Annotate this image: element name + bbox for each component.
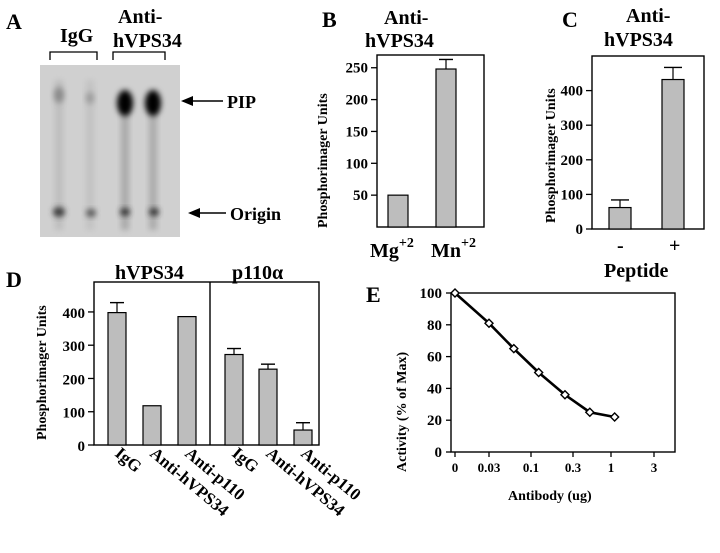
panel-d-group-hvps34: hVPS34 [115, 262, 184, 284]
panel-c-ytick-label: 100 [561, 187, 584, 203]
panel-e-point [484, 318, 494, 329]
panel-e-ytick-label: 80 [427, 318, 442, 334]
panel-e-xtick-label: 0 [452, 460, 459, 475]
panel-b-cat-mn: Mn+2 [431, 236, 476, 262]
panel-e-xtick-label: 0.03 [478, 460, 501, 475]
panel-c-header-line2: hVPS34 [604, 29, 673, 51]
panel-d-cat-label: IgG [111, 444, 145, 477]
panel-b-header-line1: Anti- [384, 7, 428, 29]
panel-e-ytick-label: 0 [435, 445, 443, 461]
panel-b-cat-mg: Mg+2 [370, 236, 414, 262]
panel-e-letter: E [366, 282, 381, 307]
panel-c-bar [608, 206, 632, 230]
panel-c-letter: C [562, 7, 578, 32]
panel-b-ytick-label: 100 [346, 156, 369, 172]
origin-arrow-icon [188, 208, 200, 218]
panel-e-ytick-label: 20 [427, 413, 442, 429]
pip-label: PIP [227, 92, 256, 112]
panel-c-ylabel: Phosphorimager Units [544, 88, 559, 223]
panel-b-ytick-label: 250 [346, 61, 369, 77]
panel-b-bar [435, 68, 457, 228]
panel-e-point [609, 412, 620, 423]
lane-streak [86, 80, 94, 230]
panel-e-point [559, 389, 570, 400]
panel-e-ytick-label: 100 [420, 286, 443, 302]
lane-label-igg: IgG [60, 25, 94, 47]
pip-band [117, 90, 133, 116]
panel-e-point [508, 343, 519, 354]
panel-e: E Activity (% of Max) Antibody (ug) 0 20 4… [366, 282, 676, 504]
panel-e-xtick-label: 0.1 [523, 460, 539, 475]
panel-e-ytick-label: 60 [427, 350, 442, 366]
panel-d-ytick-label: 200 [63, 372, 86, 388]
panel-c-ytick-label: 0 [576, 222, 584, 238]
panel-d: D hVPS34 p110α Phosphorimager Units 0 100… [6, 262, 365, 520]
panel-a-letter: A [6, 9, 22, 34]
pip-arrow-icon [181, 96, 193, 106]
panel-d-bar [142, 405, 162, 446]
panel-a: A IgG Anti- hVPS34 PIP Origin [6, 6, 281, 237]
panel-d-bar [107, 312, 127, 446]
panel-e-point [584, 407, 595, 418]
panel-b-frame [376, 54, 485, 228]
panel-b-ytick-label: 150 [346, 124, 369, 140]
faint-band [86, 92, 94, 104]
origin-spot [120, 208, 130, 216]
panel-c-xlabel: Peptide [604, 260, 669, 282]
panel-b-ytick-label: 50 [353, 188, 368, 204]
panel-d-letter: D [6, 267, 22, 292]
panel-e-point [533, 367, 544, 378]
lane-streak [121, 100, 129, 230]
panel-c-ytick-label: 200 [561, 153, 584, 169]
panel-c-frame [591, 55, 705, 230]
panel-c-cat-minus: - [617, 235, 624, 257]
origin-spot [86, 209, 96, 217]
panel-d-ytick-label: 400 [63, 306, 86, 322]
lane-streak [55, 80, 63, 230]
panel-b: B Anti- hVPS34 Phosphorimager Units 50 10… [316, 7, 485, 262]
panel-b-header-line2: hVPS34 [365, 30, 434, 52]
panel-c-header-line1: Anti- [626, 5, 670, 27]
panel-c-ytick-label: 300 [561, 118, 584, 134]
panel-d-bar [258, 368, 278, 446]
panel-d-cat-label: IgG [228, 444, 262, 477]
panel-e-ylabel: Activity (% of Max) [395, 352, 410, 472]
origin-spot [149, 208, 159, 216]
bracket-anti-hvps34 [112, 51, 166, 60]
panel-d-group-p110: p110α [232, 262, 283, 284]
lane-label-anti: Anti- [118, 6, 162, 28]
panel-c-ytick-label: 400 [561, 84, 584, 100]
panel-d-ylabel: Phosphorimager Units [35, 305, 50, 440]
panel-e-point [450, 288, 460, 298]
panel-d-frame [93, 281, 320, 446]
panel-d-bar [224, 353, 244, 446]
lane-label-hvps34: hVPS34 [113, 30, 182, 52]
origin-label: Origin [230, 204, 281, 224]
panel-c: C Anti- hVPS34 Phosphorimager Units 0 100… [544, 5, 705, 282]
panel-b-bar [387, 194, 409, 228]
origin-spot [53, 207, 65, 217]
pip-band [145, 90, 161, 116]
panel-e-xtick-label: 0.3 [565, 460, 582, 475]
panel-c-cat-plus: + [669, 235, 680, 257]
panel-e-ytick-label: 40 [427, 381, 442, 397]
bracket-igg [49, 51, 98, 60]
panel-c-bar [661, 78, 685, 230]
panel-d-bar [177, 315, 197, 446]
panel-e-xlabel: Antibody (ug) [508, 489, 592, 504]
panel-b-letter: B [322, 7, 337, 32]
panel-d-ytick-label: 0 [78, 439, 86, 455]
lane-streak [149, 100, 157, 230]
panel-b-ylabel: Phosphorimager Units [316, 93, 331, 228]
panel-d-ytick-label: 300 [63, 339, 86, 355]
panel-e-series-line [454, 292, 615, 419]
faint-band [54, 87, 64, 103]
panel-e-xtick-label: 1 [608, 460, 615, 475]
panel-e-xtick-label: 3 [651, 460, 658, 475]
panel-b-ytick-label: 200 [346, 93, 369, 109]
panel-e-frame [450, 292, 676, 453]
panel-d-ytick-label: 100 [63, 406, 86, 422]
